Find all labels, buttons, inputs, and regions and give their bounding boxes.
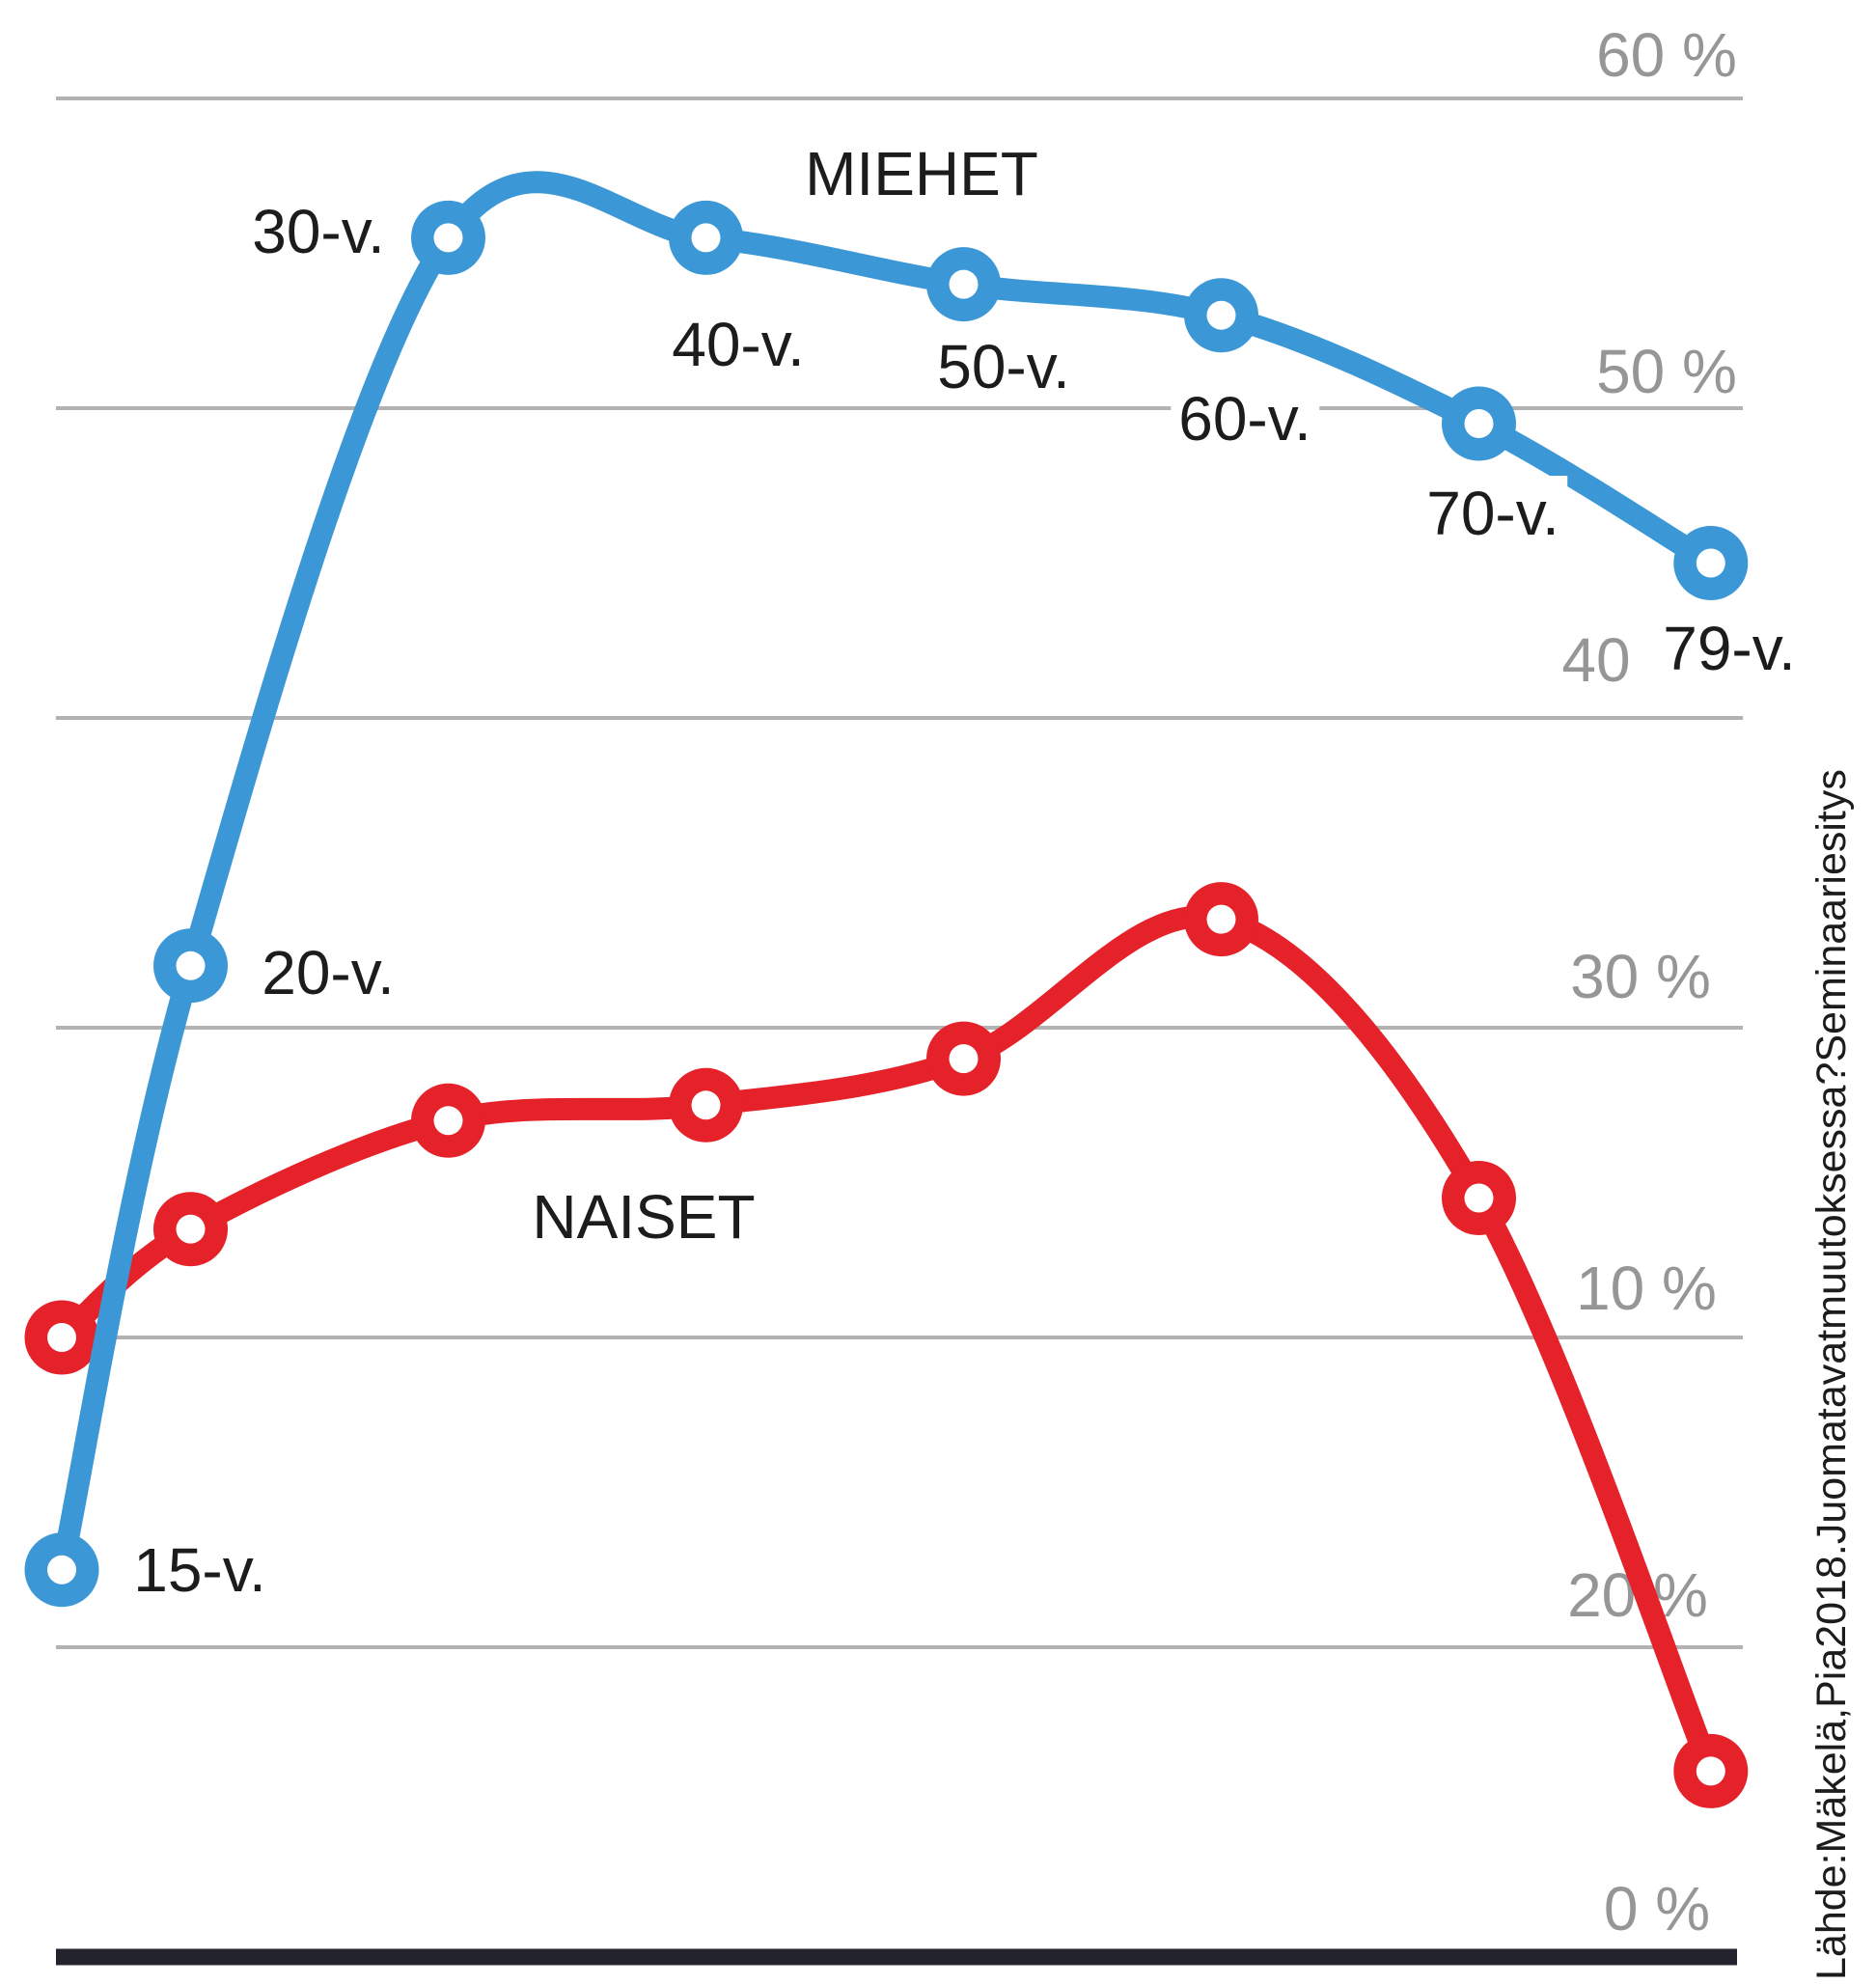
point-hole-naiset-15 xyxy=(47,1323,76,1352)
x-label-70v: 70-v. xyxy=(1419,476,1567,551)
series-label-women: NAISET xyxy=(524,1179,763,1254)
point-hole-naiset-30 xyxy=(433,1106,463,1136)
point-hole-naiset-20 xyxy=(176,1214,206,1244)
y-tick-label-30: 30 % xyxy=(1570,942,1711,1011)
y-tick-label-60: 60 % xyxy=(1596,20,1737,90)
line-naiset xyxy=(50,905,1723,1782)
y-tick-label-10: 10 % xyxy=(1576,1254,1717,1323)
x-label-50v: 50-v. xyxy=(929,329,1078,404)
point-hole-miehet-15 xyxy=(47,1555,76,1584)
point-hole-miehet-60 xyxy=(1206,300,1236,330)
point-hole-miehet-70 xyxy=(1464,409,1494,438)
point-hole-naiset-50 xyxy=(949,1044,979,1074)
x-label-40v: 40-v. xyxy=(664,307,813,382)
point-hole-naiset-79 xyxy=(1696,1756,1725,1786)
point-hole-naiset-70 xyxy=(1464,1183,1494,1213)
y-tick-label-0: 0 % xyxy=(1603,1874,1711,1943)
y-tick-label-50: 50 % xyxy=(1596,337,1737,406)
point-hole-miehet-40 xyxy=(691,223,721,253)
point-hole-miehet-30 xyxy=(433,223,463,253)
point-hole-naiset-60 xyxy=(1206,904,1236,934)
x-label-60v: 60-v. xyxy=(1171,381,1319,456)
x-label-79v: 79-v. xyxy=(1655,611,1804,686)
point-hole-miehet-20 xyxy=(176,951,206,980)
x-label-30v: 30-v. xyxy=(244,194,393,269)
point-hole-miehet-50 xyxy=(949,269,979,299)
source-citation: Lähde:Mäkelä,Pia2018.Juomatavatmuutokses… xyxy=(1808,769,1855,1980)
point-hole-naiset-40 xyxy=(691,1090,721,1120)
y-tick-label-40: 40 xyxy=(1561,625,1631,695)
x-label-15v: 15-v. xyxy=(125,1532,274,1608)
point-hole-miehet-79 xyxy=(1696,548,1725,578)
series-label-men: MIEHET xyxy=(797,136,1046,211)
x-label-20v: 20-v. xyxy=(254,935,402,1010)
